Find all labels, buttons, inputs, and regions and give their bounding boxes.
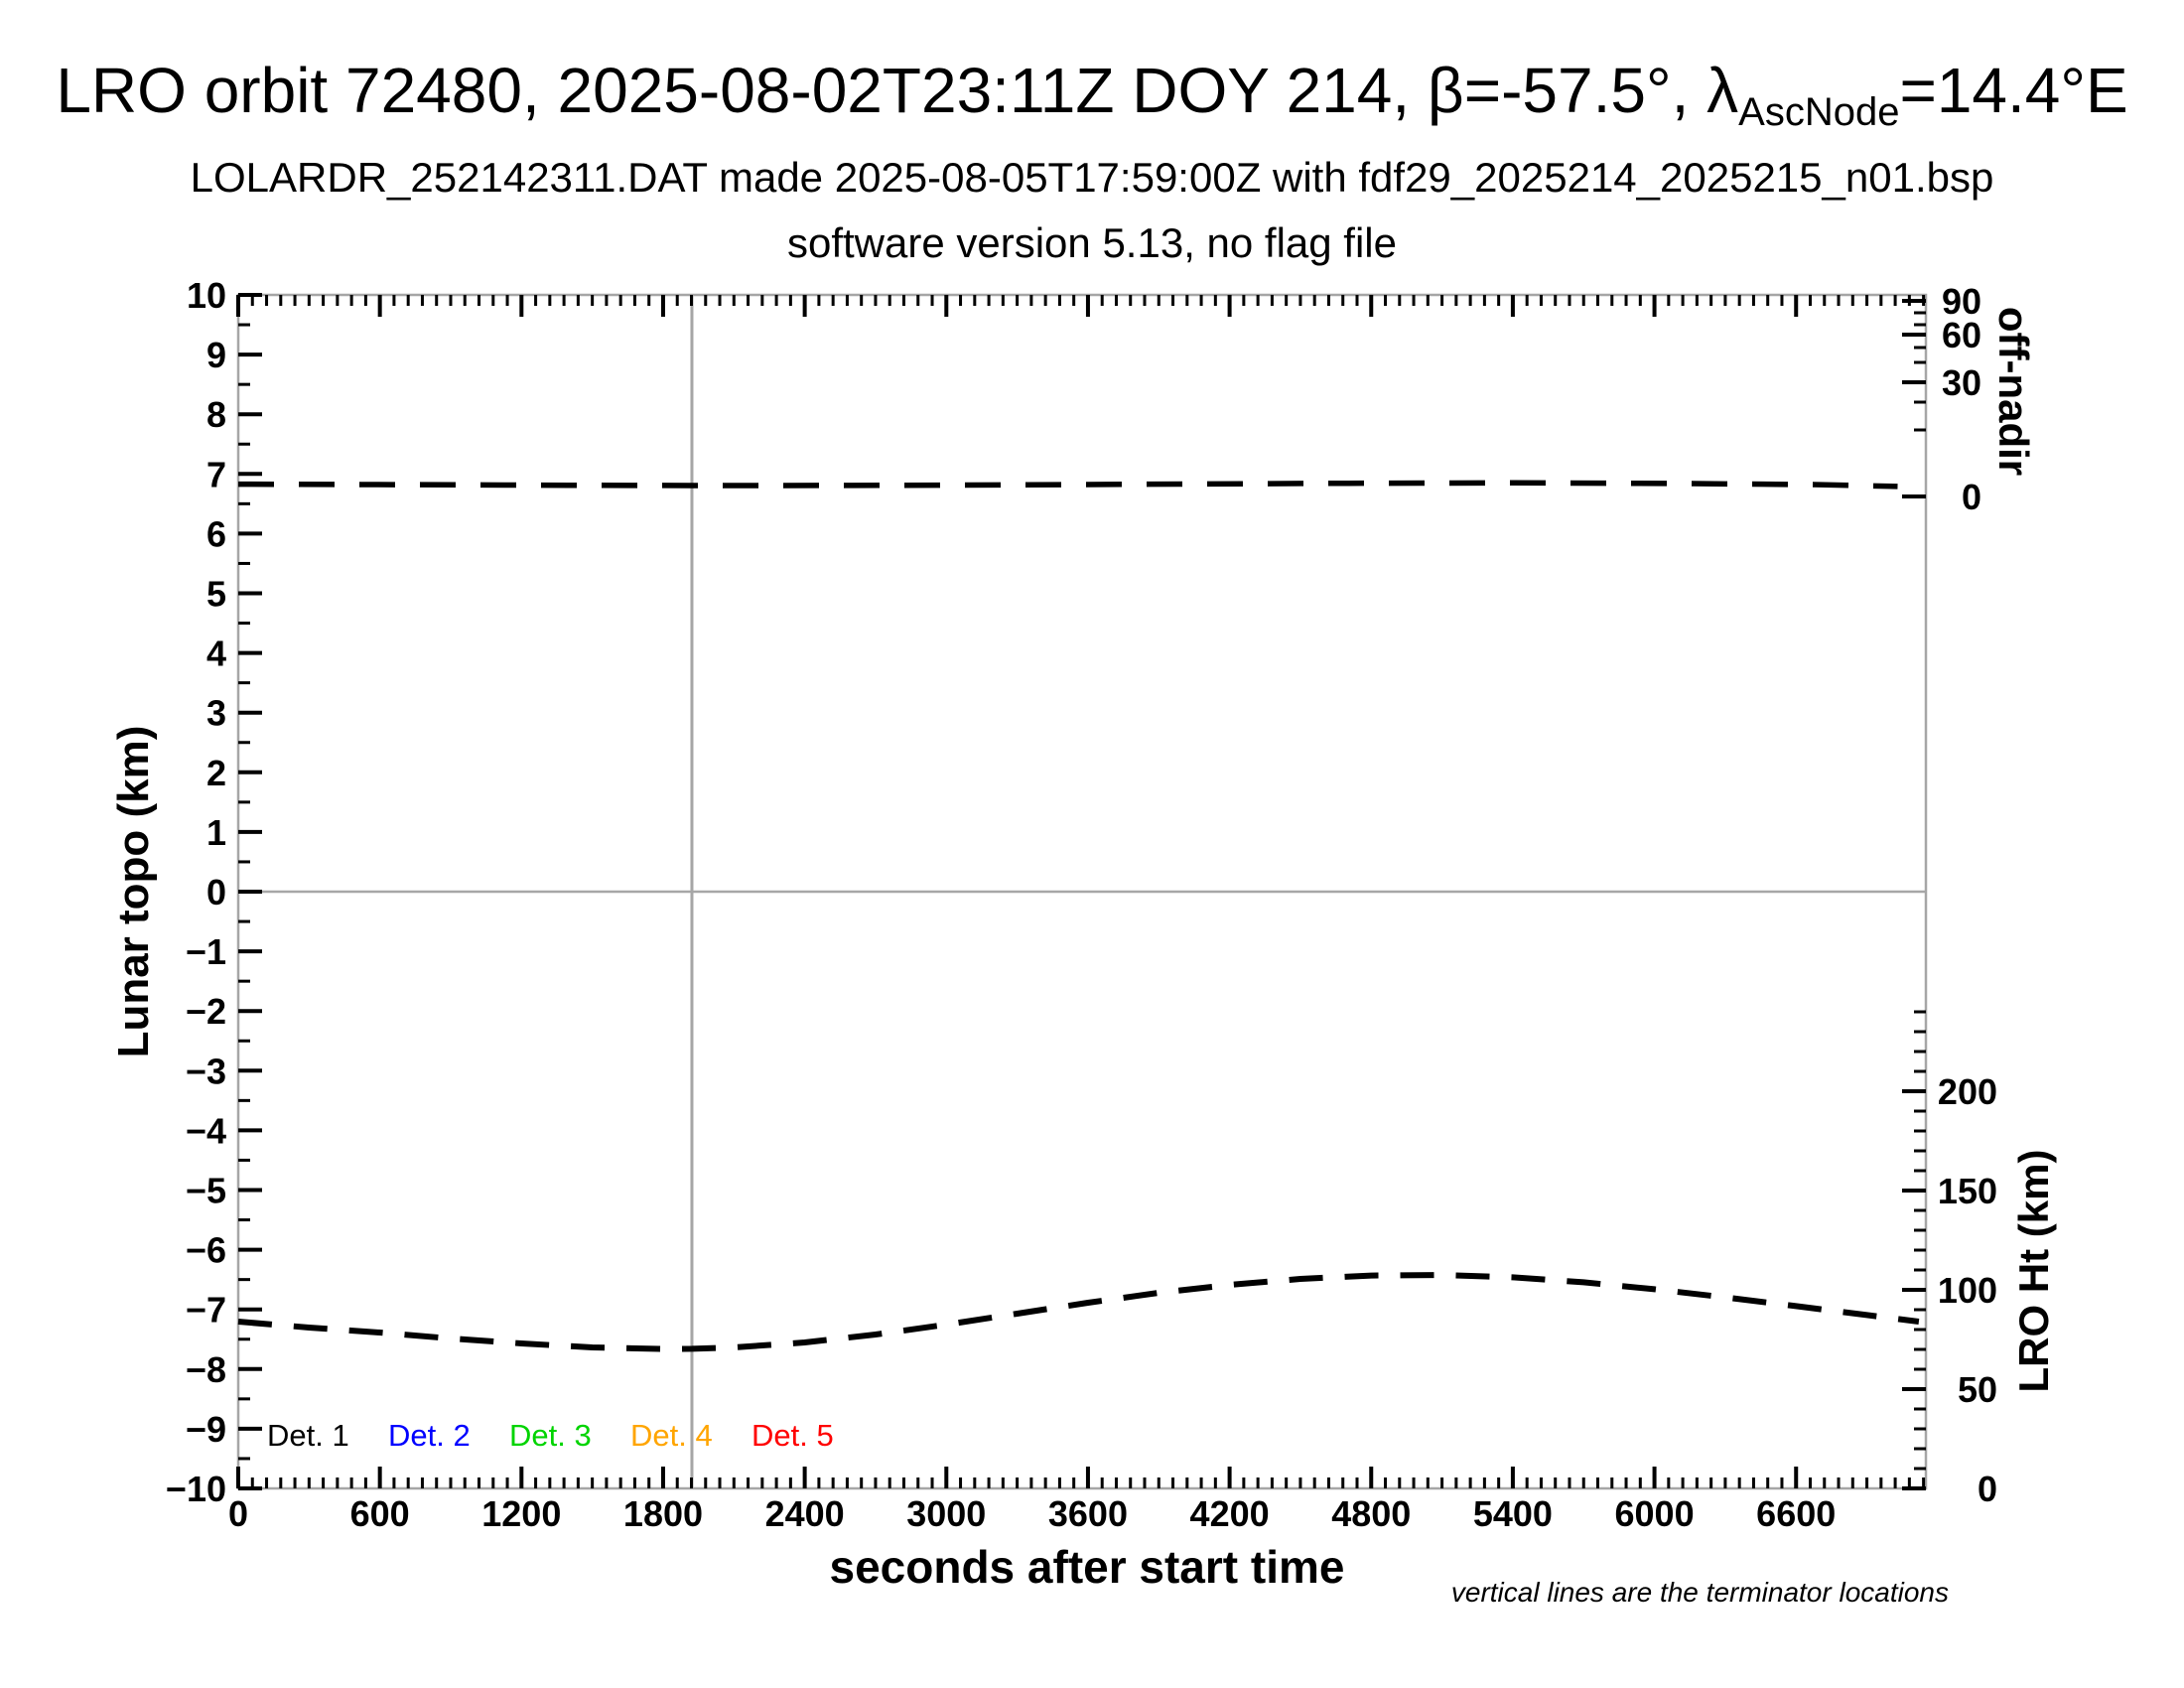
- lro-height-curve: [237, 1271, 1920, 1352]
- left-tick-label: −1: [186, 931, 226, 972]
- x-tick-label: 4200: [1190, 1493, 1270, 1534]
- left-tick-label: −2: [186, 991, 226, 1032]
- offnadir-tick-label: 0: [1962, 477, 1981, 517]
- ht-tick-label: 150: [1938, 1171, 1997, 1211]
- x-tick-label: 5400: [1473, 1493, 1553, 1534]
- left-tick-label: −7: [186, 1290, 226, 1331]
- plot-subtitle-version: software version 5.13, no flag file: [786, 219, 1397, 266]
- x-tick-label: 2400: [765, 1493, 845, 1534]
- x-axis-title: seconds after start time: [829, 1541, 1345, 1593]
- plot-title-main: LRO orbit 72480, 2025-08-02T23:11Z DOY 2…: [56, 55, 1739, 126]
- x-tick-label: 3600: [1048, 1493, 1128, 1534]
- left-tick-label: 6: [206, 513, 226, 554]
- x-tick-label: 3000: [906, 1493, 986, 1534]
- left-tick-label: 1: [206, 812, 226, 853]
- left-tick-label: −4: [186, 1110, 226, 1151]
- plot-title-subscript: AscNode: [1738, 90, 1900, 134]
- ht-tick-label: 200: [1938, 1071, 1997, 1112]
- left-tick-label: 2: [206, 753, 226, 793]
- x-tick-label: 0: [228, 1493, 248, 1534]
- left-tick-label: 0: [206, 872, 226, 913]
- terminator-note: vertical lines are the terminator locati…: [1450, 1577, 1949, 1608]
- offnadir-tick-label: 30: [1942, 362, 1981, 403]
- left-tick-label: −10: [166, 1469, 226, 1509]
- offnadir-tick-label: 60: [1942, 315, 1981, 355]
- ht-tick-label: 100: [1938, 1270, 1997, 1311]
- left-tick-label: 3: [206, 693, 226, 734]
- ht-tick-label: 50: [1958, 1369, 1997, 1410]
- left-tick-label: −9: [186, 1409, 226, 1450]
- off-nadir-curve: [237, 480, 1898, 490]
- left-tick-label: 4: [206, 633, 226, 674]
- ht-tick-label: 0: [1978, 1469, 1997, 1509]
- x-tick-label: 1800: [623, 1493, 703, 1534]
- x-tick-label: 6000: [1615, 1493, 1695, 1534]
- left-tick-label: −8: [186, 1349, 226, 1390]
- left-tick-label: 5: [206, 574, 226, 615]
- left-tick-label: −3: [186, 1051, 226, 1091]
- x-tick-label: 4800: [1331, 1493, 1411, 1534]
- plot-title: LRO orbit 72480, 2025-08-02T23:11Z DOY 2…: [0, 55, 2184, 134]
- left-tick-label: 7: [206, 454, 226, 494]
- left-tick-label: 9: [206, 335, 226, 375]
- left-tick-label: 10: [187, 275, 226, 316]
- x-tick-label: 600: [350, 1493, 410, 1534]
- left-tick-label: −6: [186, 1230, 226, 1271]
- offnadir-tick-label: 90: [1942, 281, 1981, 322]
- x-tick-label: 1200: [481, 1493, 561, 1534]
- x-tick-label: 6600: [1756, 1493, 1836, 1534]
- left-tick-label: 8: [206, 394, 226, 435]
- plot-subtitle-file: LOLARDR_252142311.DAT made 2025-08-05T17…: [190, 154, 1994, 201]
- plot-title-suffix: =14.4°E: [1899, 55, 2128, 126]
- left-tick-label: −5: [186, 1171, 226, 1211]
